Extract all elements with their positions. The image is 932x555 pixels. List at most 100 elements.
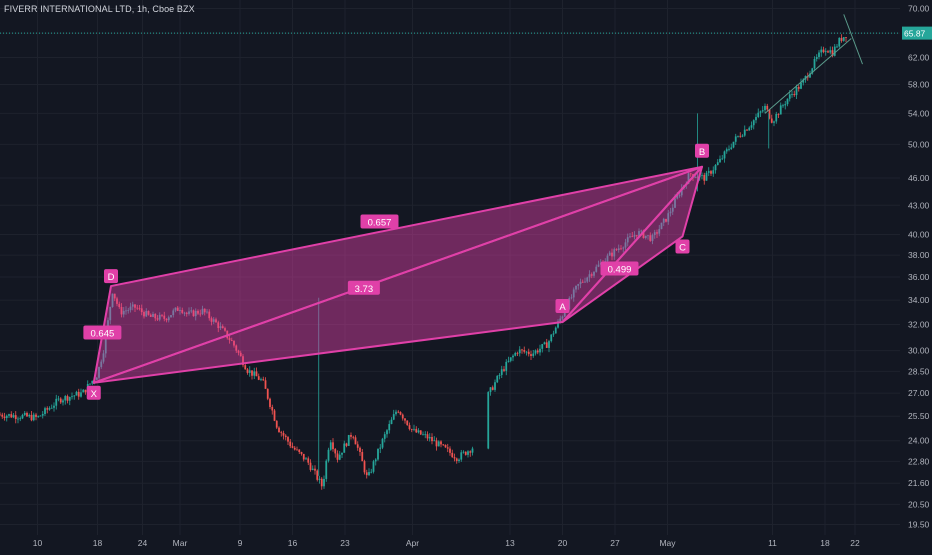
- ratio-label-0499[interactable]: 0.499: [600, 261, 639, 276]
- candle-up: [534, 350, 537, 354]
- candle-up: [109, 306, 112, 321]
- candle-down: [26, 412, 28, 417]
- time-axis[interactable]: 10 18 24 Mar 9 16 23 Apr 13 20 27 May 11 18 22: [0, 536, 932, 550]
- candle-down: [404, 418, 406, 421]
- candle-down: [611, 252, 613, 257]
- candle-up: [377, 448, 379, 460]
- candle-down: [431, 437, 433, 442]
- ratio-label-0499-text: 0.499: [608, 264, 632, 275]
- ratio-label-0657[interactable]: 0.657: [360, 214, 399, 229]
- candle-down: [197, 310, 199, 314]
- candle-up: [586, 277, 589, 282]
- candle-down: [149, 314, 152, 317]
- candle-down: [615, 249, 618, 251]
- y-tick-label: 19.50: [908, 520, 930, 530]
- candle-up: [341, 452, 343, 455]
- candle-up: [541, 344, 544, 349]
- y-tick-label: 30.00: [908, 346, 930, 356]
- candle-down: [530, 354, 532, 356]
- candle-up: [824, 51, 827, 53]
- candle-up: [325, 460, 328, 479]
- candle-up: [721, 158, 724, 160]
- candle-up: [12, 415, 15, 418]
- candle-up: [98, 367, 100, 378]
- candle-up: [167, 317, 170, 321]
- grid-lines: [0, 0, 900, 535]
- point-label-a[interactable]: A: [555, 299, 570, 314]
- point-label-d[interactable]: D: [104, 269, 118, 284]
- candle-up: [660, 222, 663, 230]
- candle-down: [118, 303, 121, 307]
- point-label-b-text: B: [699, 147, 705, 158]
- candle-up: [71, 396, 73, 398]
- candle-up: [597, 264, 600, 267]
- point-label-b[interactable]: B: [695, 143, 709, 158]
- ratio-label-0645[interactable]: 0.645: [83, 325, 122, 340]
- candle-down: [280, 432, 283, 434]
- candle-up: [719, 158, 721, 163]
- candle-up: [68, 396, 71, 401]
- candle-down: [66, 396, 69, 401]
- candle-up: [172, 310, 175, 316]
- x-tick-label: 22: [850, 538, 860, 548]
- candle-up: [374, 459, 377, 462]
- candle-down: [415, 428, 418, 433]
- trend-line[interactable]: [764, 38, 852, 114]
- candle-up: [593, 271, 595, 276]
- x-tick-label: Mar: [173, 538, 188, 548]
- candle-up: [383, 434, 386, 439]
- x-tick-label: 13: [505, 538, 515, 548]
- candle-down: [642, 230, 645, 239]
- candle-up: [676, 195, 679, 199]
- candle-down: [273, 410, 276, 421]
- candle-down: [334, 449, 337, 454]
- candle-down: [262, 379, 265, 381]
- candle-down: [768, 109, 771, 119]
- candle-down: [266, 388, 269, 399]
- candle-down: [464, 451, 467, 455]
- candle-up: [716, 162, 719, 166]
- candle-up: [183, 312, 186, 314]
- candle-down: [442, 444, 445, 446]
- candle-down: [406, 420, 409, 426]
- candle-down: [181, 309, 184, 313]
- candle-down: [176, 307, 179, 311]
- candle-down: [185, 312, 188, 314]
- point-label-c[interactable]: C: [675, 239, 690, 254]
- candle-up: [809, 73, 811, 78]
- point-label-a-text: A: [559, 302, 566, 313]
- candle-up: [658, 229, 661, 234]
- candle-up: [489, 387, 492, 393]
- candle-down: [440, 441, 442, 445]
- candle-up: [811, 68, 814, 74]
- candle-down: [221, 326, 224, 329]
- candle-down: [203, 308, 206, 313]
- candle-down: [516, 352, 519, 354]
- candle-up: [836, 46, 838, 48]
- candle-down: [14, 415, 17, 420]
- ratio-label-373[interactable]: 3.73: [347, 280, 380, 295]
- price-axis[interactable]: 70.00 65.87 62.00 58.00 54.00 50.00 46.00 43.00…: [900, 0, 932, 550]
- y-tick-label: 54.00: [908, 108, 930, 118]
- candle-up: [62, 400, 64, 403]
- x-tick-label: May: [659, 538, 676, 548]
- candle-up: [28, 414, 31, 417]
- candle-down: [307, 458, 310, 463]
- candle-up: [174, 307, 177, 311]
- cross-trend-line[interactable]: [843, 14, 863, 65]
- candle-up: [795, 87, 798, 96]
- candle-up: [570, 297, 573, 299]
- y-tick-label: 70.00: [908, 4, 930, 14]
- candle-up: [158, 314, 161, 320]
- candle-up: [662, 218, 665, 223]
- candle-down: [320, 478, 323, 487]
- candle-down: [165, 318, 168, 321]
- candle-up: [554, 327, 557, 334]
- point-label-x[interactable]: X: [86, 385, 101, 400]
- candle-up: [343, 443, 346, 453]
- pattern-triangle-3[interactable]: [561, 165, 703, 324]
- candle-up: [82, 389, 85, 393]
- y-tick-label: 28.50: [908, 366, 930, 376]
